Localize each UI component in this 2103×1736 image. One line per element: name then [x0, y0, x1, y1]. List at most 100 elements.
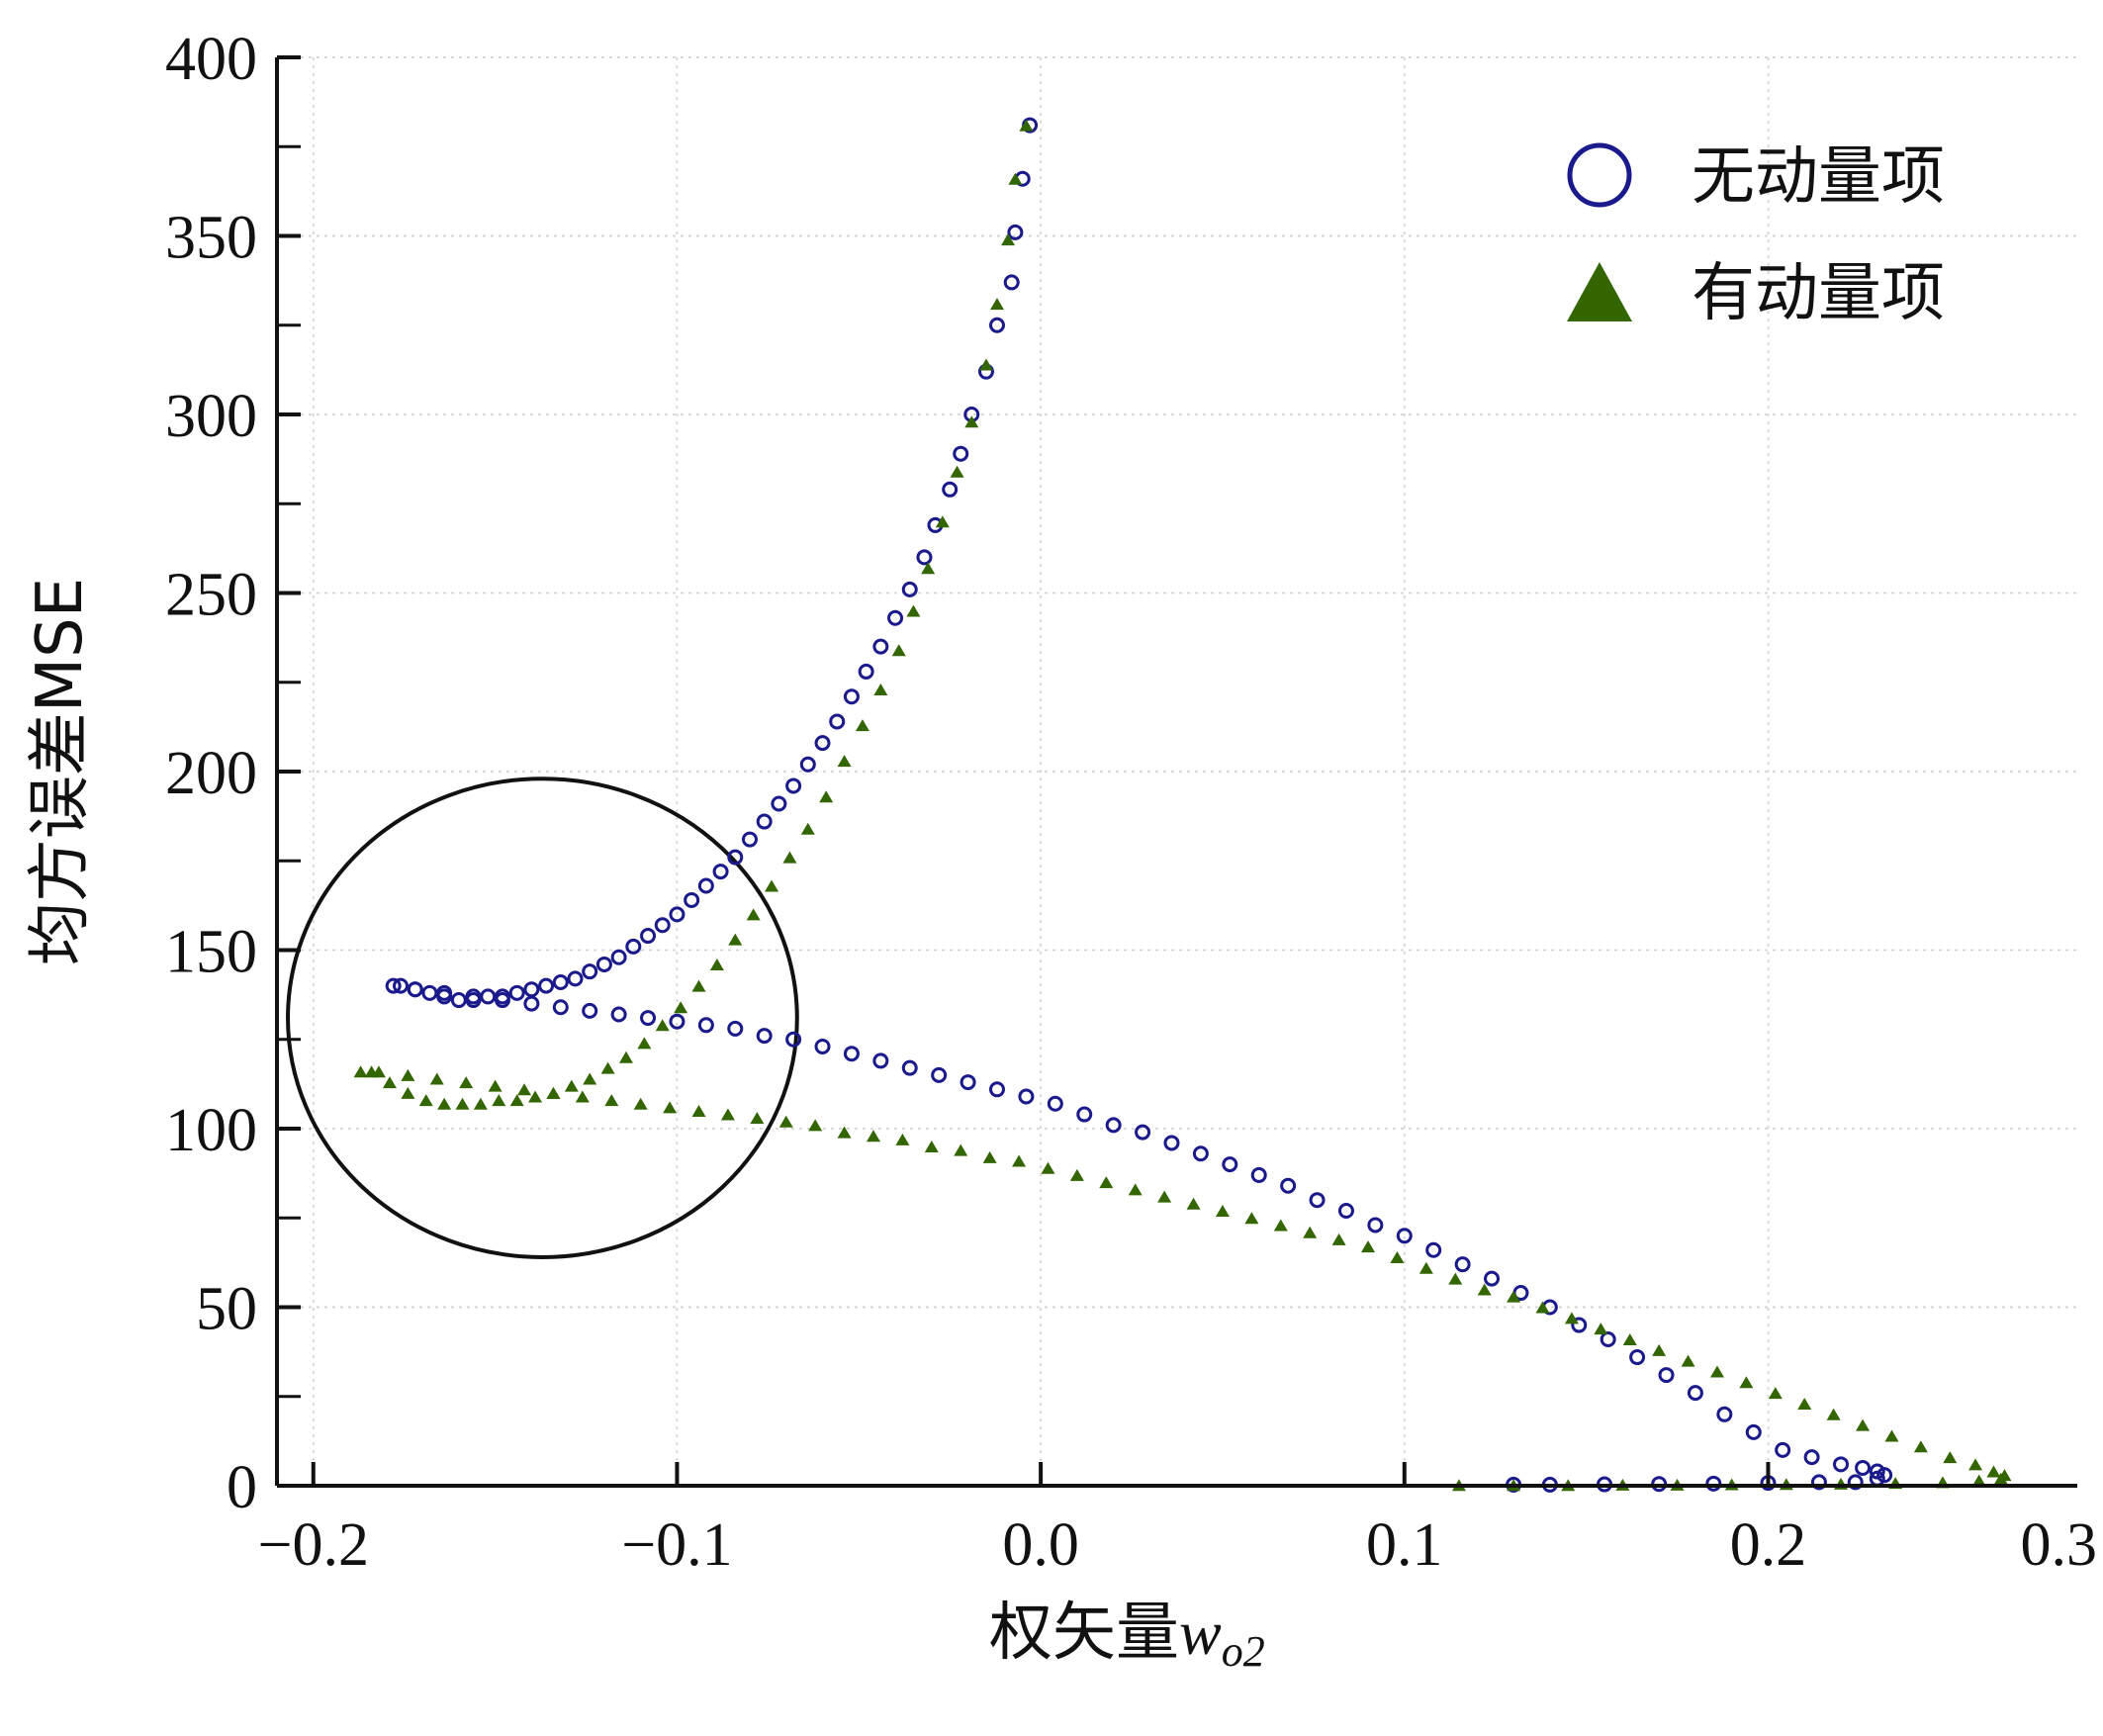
data-point-circle	[1847, 1474, 1864, 1491]
data-point-circle	[989, 1081, 1005, 1098]
data-point-triangle	[618, 1051, 633, 1063]
data-point-triangle	[488, 1079, 503, 1092]
data-point-circle	[552, 973, 569, 990]
data-point-triangle	[528, 1090, 543, 1103]
data-point-circle	[538, 977, 555, 994]
data-point-triangle	[808, 1119, 823, 1132]
legend-marker-triangle-icon	[1567, 262, 1632, 321]
data-point-triangle	[1986, 1465, 2001, 1478]
y-axis-label: 均方误差MSE	[24, 578, 97, 965]
data-point-triangle	[978, 358, 993, 371]
series-1	[385, 117, 1893, 1493]
data-point-triangle	[1622, 1332, 1637, 1345]
y-tick-label: 300	[165, 383, 257, 450]
data-point-triangle	[1215, 1205, 1230, 1218]
data-point-circle	[1018, 1088, 1035, 1105]
data-point-triangle	[492, 1094, 506, 1107]
data-point-triangle	[1128, 1183, 1143, 1196]
data-point-triangle	[924, 1141, 939, 1153]
data-point-circle	[508, 984, 525, 1001]
tick-layer: 0 50 100 150 200 250 300 350 400 −0.2 −0.1 0.0 0.1 0.…	[165, 26, 2097, 1579]
data-point-triangle	[746, 908, 761, 921]
data-point-circle	[1855, 1459, 1872, 1476]
data-point-triangle	[782, 851, 797, 864]
data-point-circle	[1367, 1217, 1384, 1233]
data-point-circle	[1163, 1135, 1180, 1151]
data-point-triangle	[950, 465, 964, 478]
data-point-triangle	[663, 1101, 678, 1114]
data-point-circle	[1076, 1106, 1093, 1123]
data-point-circle	[771, 795, 787, 812]
data-point-circle	[1105, 1117, 1122, 1134]
data-point-circle	[1629, 1349, 1646, 1366]
x-tick-label: 0.2	[1730, 1511, 1807, 1579]
data-point-triangle	[1008, 172, 1023, 185]
data-point-circle	[393, 977, 410, 994]
data-point-triangle	[1768, 1387, 1783, 1400]
data-point-triangle	[1099, 1176, 1114, 1189]
data-point-circle	[523, 995, 540, 1012]
data-point-triangle	[1564, 1312, 1579, 1325]
data-point-triangle	[1019, 119, 1034, 132]
data-point-triangle	[1390, 1250, 1405, 1263]
data-point-triangle	[1710, 1365, 1724, 1378]
data-point-circle	[1396, 1228, 1413, 1244]
data-point-triangle	[1448, 1272, 1463, 1285]
data-point-triangle	[429, 1072, 444, 1085]
data-point-circle	[931, 1066, 948, 1083]
data-point-triangle	[455, 1097, 470, 1110]
data-point-circle	[843, 688, 860, 705]
data-point-triangle	[891, 644, 906, 657]
data-point-triangle	[353, 1065, 368, 1078]
data-point-triangle	[1913, 1440, 1928, 1453]
data-point-circle	[421, 984, 438, 1001]
x-tick-label: 0.0	[1002, 1511, 1079, 1579]
legend: 无动量项 有动量项	[1567, 140, 1945, 330]
y-tick-label: 350	[165, 205, 257, 272]
data-point-circle	[1007, 224, 1024, 240]
y-tick-label: 250	[165, 562, 257, 629]
data-point-triangle	[604, 1094, 619, 1107]
data-point-triangle	[674, 1001, 688, 1014]
data-point-circle	[727, 1020, 744, 1037]
data-point-triangle	[655, 1019, 670, 1032]
data-point-triangle	[982, 1150, 997, 1163]
data-point-circle	[669, 906, 686, 923]
data-point-circle	[1745, 1423, 1762, 1440]
data-point-triangle	[954, 1143, 968, 1156]
data-point-circle	[799, 756, 816, 773]
data-point-triangle	[837, 755, 852, 768]
data-point-triangle	[633, 1097, 648, 1110]
data-point-circle	[712, 864, 729, 880]
data-point-triangle	[546, 1086, 561, 1099]
data-point-circle	[567, 970, 584, 987]
data-point-triangle	[401, 1068, 415, 1081]
y-tick-label: 100	[165, 1097, 257, 1164]
data-point-circle	[814, 1038, 831, 1054]
data-point-triangle	[935, 515, 950, 528]
data-point-circle	[1658, 1367, 1675, 1384]
data-point-circle	[1250, 1166, 1267, 1183]
data-point-circle	[1222, 1156, 1238, 1173]
data-point-triangle	[819, 790, 834, 803]
data-point-circle	[640, 928, 657, 945]
data-point-triangle	[1971, 1474, 1986, 1487]
data-point-circle	[785, 1031, 802, 1048]
data-point-triangle	[1968, 1458, 1983, 1471]
y-tick-label: 150	[165, 919, 257, 986]
data-point-circle	[523, 981, 540, 998]
data-point-triangle	[1157, 1190, 1172, 1203]
data-point-triangle	[1361, 1240, 1376, 1253]
series-2	[353, 119, 2012, 1492]
data-point-circle	[916, 549, 933, 566]
data-point-triangle	[1535, 1301, 1550, 1314]
data-point-triangle	[382, 1076, 397, 1089]
data-point-triangle	[895, 1133, 910, 1145]
data-point-triangle	[800, 822, 815, 835]
data-point-triangle	[1856, 1418, 1871, 1431]
data-point-triangle	[1477, 1283, 1492, 1296]
data-point-circle	[1192, 1145, 1209, 1162]
data-point-triangle	[1273, 1219, 1288, 1232]
data-point-triangle	[637, 1037, 652, 1050]
data-point-triangle	[728, 933, 743, 946]
